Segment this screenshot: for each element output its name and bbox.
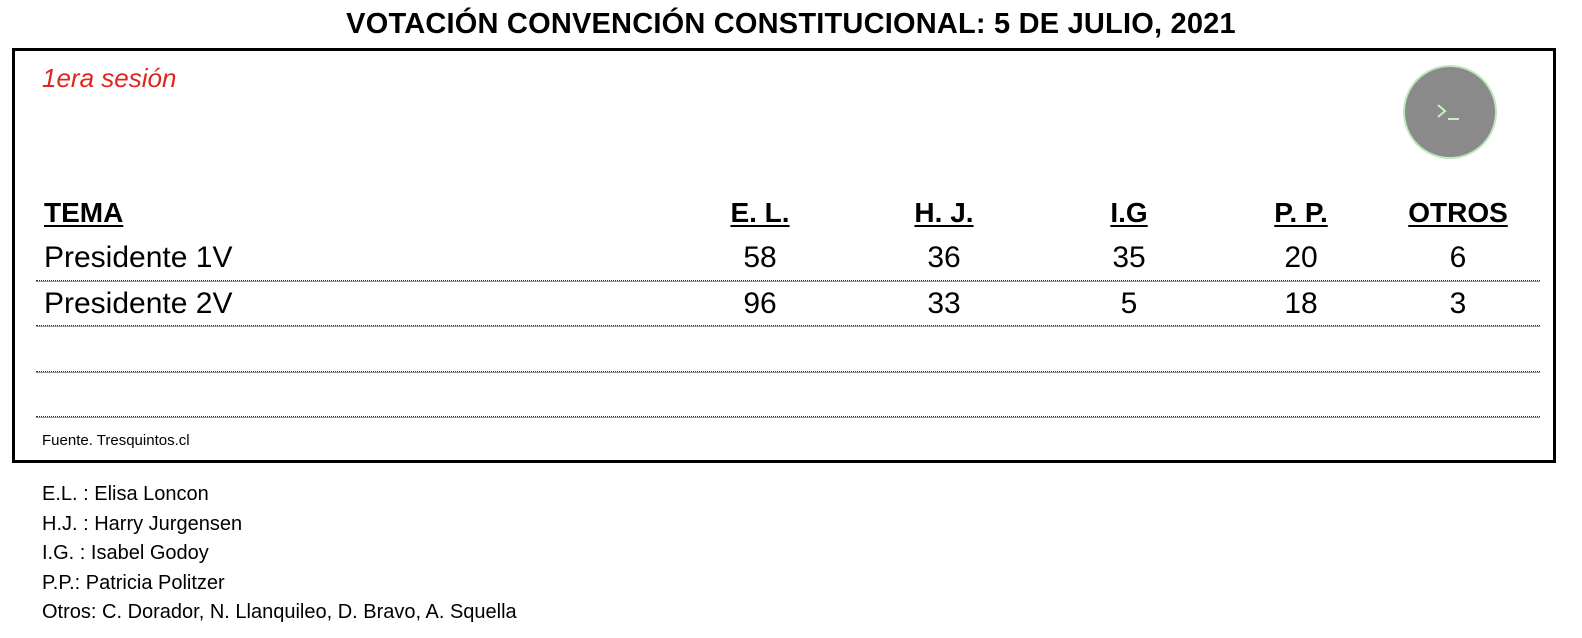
header-el: E. L. <box>730 197 790 228</box>
source-note: Fuente. Tresquintos.cl <box>42 432 190 449</box>
header-otros: OTROS <box>1408 197 1508 228</box>
legend: E.L. : Elisa Loncon H.J. : Harry Jurgens… <box>42 480 517 628</box>
header-ig: I.G <box>1110 197 1148 228</box>
terminal-prompt-icon <box>1437 104 1459 120</box>
row-value-otros: 3 <box>1449 287 1467 320</box>
row-divider <box>36 280 1540 282</box>
row-value-ig: 5 <box>1120 287 1138 320</box>
row-tema: Presidente 1V <box>44 241 233 274</box>
row-divider <box>36 416 1540 418</box>
legend-item: P.P.: Patricia Politzer <box>42 571 225 594</box>
row-value-hj: 36 <box>927 241 961 274</box>
terminal-button[interactable] <box>1403 65 1497 159</box>
row-divider <box>36 371 1540 373</box>
page-title: VOTACIÓN CONVENCIÓN CONSTITUCIONAL: 5 DE… <box>346 8 1236 40</box>
row-value-otros: 6 <box>1449 241 1467 274</box>
row-value-pp: 18 <box>1284 287 1318 320</box>
row-value-el: 96 <box>743 287 777 320</box>
table-row: Presidente 1V 58 36 35 20 6 <box>15 237 1553 283</box>
legend-item: E.L. : Elisa Loncon <box>42 483 209 505</box>
row-tema: Presidente 2V <box>44 287 233 320</box>
results-panel: 1era sesión TEMA E. L. H. J. I.G P. P. O… <box>12 48 1556 463</box>
header-tema: TEMA <box>44 197 124 228</box>
row-value-pp: 20 <box>1284 241 1318 274</box>
table-row: Presidente 2V 96 33 5 18 3 <box>15 283 1553 329</box>
row-divider <box>36 325 1540 327</box>
header-pp: P. P. <box>1274 197 1328 228</box>
row-value-ig: 35 <box>1112 241 1146 274</box>
row-value-hj: 33 <box>927 287 961 320</box>
table-header: TEMA E. L. H. J. I.G P. P. OTROS <box>15 197 1553 233</box>
legend-item: H.J. : Harry Jurgensen <box>42 512 243 535</box>
session-label: 1era sesión <box>42 63 177 93</box>
legend-item: I.G. : Isabel Godoy <box>42 542 209 564</box>
header-hj: H. J. <box>914 197 974 228</box>
legend-item: Otros: C. Dorador, N. Llanquileo, D. Bra… <box>42 601 517 623</box>
row-value-el: 58 <box>743 241 777 274</box>
